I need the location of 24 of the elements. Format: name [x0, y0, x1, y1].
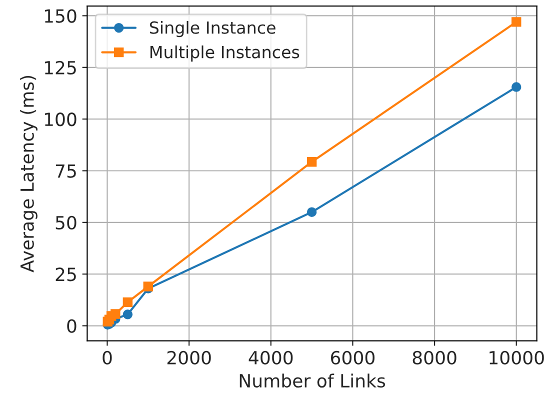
y-tick-label: 75: [56, 164, 76, 178]
y-tick-label: 50: [56, 216, 76, 230]
x-tick-label: 6000: [331, 350, 374, 365]
point: [512, 17, 522, 27]
point: [512, 82, 522, 92]
y-axis-title: Average Latency (ms): [20, 76, 38, 272]
x-tick-label: 8000: [412, 350, 456, 365]
point: [110, 309, 120, 319]
x-tick-label: 2000: [167, 350, 211, 365]
x-tick-label: 4000: [248, 350, 293, 365]
y-tick-label: 25: [56, 268, 76, 282]
x-tick-label: 0: [102, 350, 112, 365]
point: [306, 207, 317, 217]
point: [122, 297, 133, 308]
point: [122, 310, 133, 320]
y-tick-label: 0: [67, 319, 76, 333]
legend-label: Single Instance: [150, 21, 276, 38]
x-tick-label: 10000: [490, 350, 544, 365]
x-axis-title: Number of Links: [240, 374, 386, 388]
y-tick-label: 100: [45, 112, 76, 126]
point: [306, 156, 317, 167]
y-tick-label: 150: [45, 9, 76, 23]
legend-label: Multiple Instances: [150, 45, 300, 62]
y-tick-label: 125: [45, 60, 76, 75]
